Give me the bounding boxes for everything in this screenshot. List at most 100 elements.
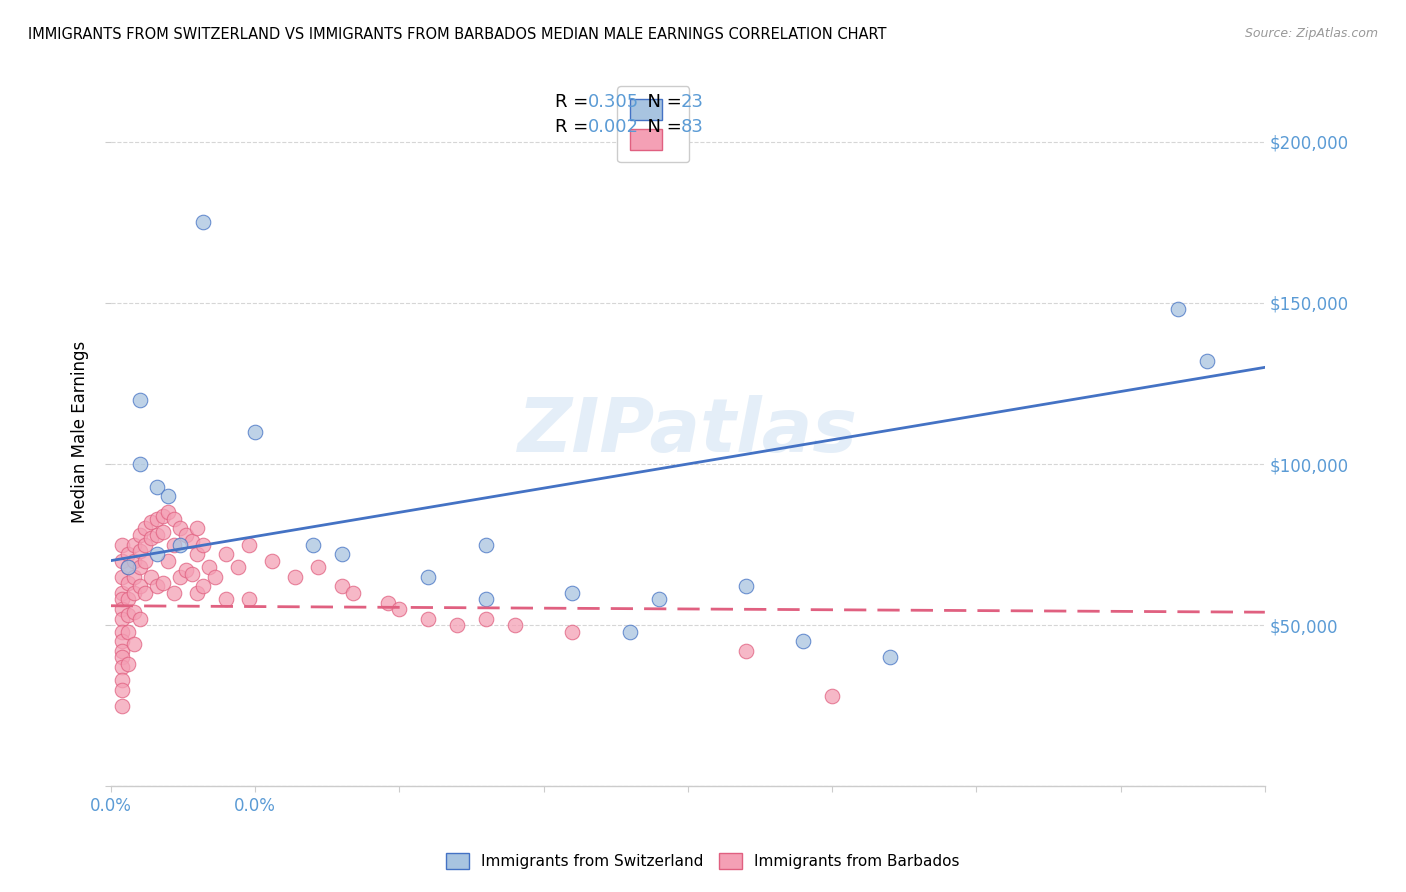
Point <box>128 612 150 626</box>
Point <box>388 602 411 616</box>
Point <box>128 528 150 542</box>
Point <box>1167 302 1189 317</box>
Point <box>475 612 498 626</box>
Point <box>180 566 202 581</box>
Point <box>146 547 169 561</box>
Point <box>174 528 197 542</box>
Point <box>446 618 468 632</box>
Point <box>503 618 526 632</box>
Point <box>418 612 440 626</box>
Text: R =: R = <box>555 118 595 136</box>
Point <box>215 592 238 607</box>
Point <box>648 592 671 607</box>
Point <box>157 554 180 568</box>
Point <box>128 544 150 558</box>
Point <box>111 650 134 665</box>
Point <box>134 521 156 535</box>
Point <box>238 592 260 607</box>
Point <box>122 605 145 619</box>
Point <box>128 560 150 574</box>
Point <box>734 579 756 593</box>
Point <box>821 689 844 703</box>
Point <box>152 524 174 539</box>
Text: Source: ZipAtlas.com: Source: ZipAtlas.com <box>1244 27 1378 40</box>
Point <box>163 586 186 600</box>
Text: IMMIGRANTS FROM SWITZERLAND VS IMMIGRANTS FROM BARBADOS MEDIAN MALE EARNINGS COR: IMMIGRANTS FROM SWITZERLAND VS IMMIGRANT… <box>28 27 887 42</box>
Point <box>117 624 139 639</box>
Point <box>198 560 221 574</box>
Point <box>186 586 208 600</box>
Point <box>122 637 145 651</box>
Point <box>1197 354 1219 368</box>
Point <box>308 560 330 574</box>
Point <box>169 537 191 551</box>
Point <box>128 457 150 471</box>
Point <box>186 521 208 535</box>
Text: 23: 23 <box>681 94 704 112</box>
Point <box>134 554 156 568</box>
Point <box>117 592 139 607</box>
Point <box>619 624 641 639</box>
Text: R =: R = <box>555 94 595 112</box>
Point <box>111 537 134 551</box>
Point <box>152 508 174 523</box>
Point <box>163 512 186 526</box>
Point <box>215 547 238 561</box>
Point <box>111 570 134 584</box>
Point <box>330 547 353 561</box>
Point <box>262 554 284 568</box>
Point <box>342 586 364 600</box>
Point <box>734 644 756 658</box>
Text: N =: N = <box>636 118 688 136</box>
Point <box>475 592 498 607</box>
Point <box>111 698 134 713</box>
Point <box>180 534 202 549</box>
Point <box>141 515 163 529</box>
Text: 0.002: 0.002 <box>588 118 638 136</box>
Point <box>152 576 174 591</box>
Text: 0.305: 0.305 <box>588 94 638 112</box>
Point <box>226 560 249 574</box>
Point <box>204 570 226 584</box>
Point <box>157 489 180 503</box>
Point <box>128 392 150 407</box>
Point <box>475 537 498 551</box>
Legend: Immigrants from Switzerland, Immigrants from Barbados: Immigrants from Switzerland, Immigrants … <box>440 847 966 875</box>
Point <box>134 537 156 551</box>
Point <box>117 560 139 574</box>
Point <box>111 612 134 626</box>
Point <box>879 650 901 665</box>
Point <box>243 425 266 439</box>
Text: 83: 83 <box>681 118 704 136</box>
Point <box>117 560 139 574</box>
Point <box>191 579 214 593</box>
Point <box>330 579 353 593</box>
Point <box>191 215 214 229</box>
Point <box>238 537 260 551</box>
Point <box>141 531 163 545</box>
Point <box>377 595 399 609</box>
Point <box>122 554 145 568</box>
Point <box>122 570 145 584</box>
Point <box>301 537 323 551</box>
Point <box>111 602 134 616</box>
Point <box>174 563 197 577</box>
Legend: , : , <box>617 87 689 162</box>
Point <box>418 570 440 584</box>
Point <box>111 634 134 648</box>
Point <box>128 579 150 593</box>
Point <box>169 521 191 535</box>
Point <box>163 537 186 551</box>
Point <box>141 570 163 584</box>
Point <box>111 682 134 697</box>
Point <box>111 554 134 568</box>
Point <box>117 547 139 561</box>
Point <box>146 528 169 542</box>
Point <box>122 586 145 600</box>
Point <box>134 586 156 600</box>
Point <box>111 624 134 639</box>
Point <box>157 505 180 519</box>
Text: N =: N = <box>636 94 688 112</box>
Point <box>111 592 134 607</box>
Point <box>117 576 139 591</box>
